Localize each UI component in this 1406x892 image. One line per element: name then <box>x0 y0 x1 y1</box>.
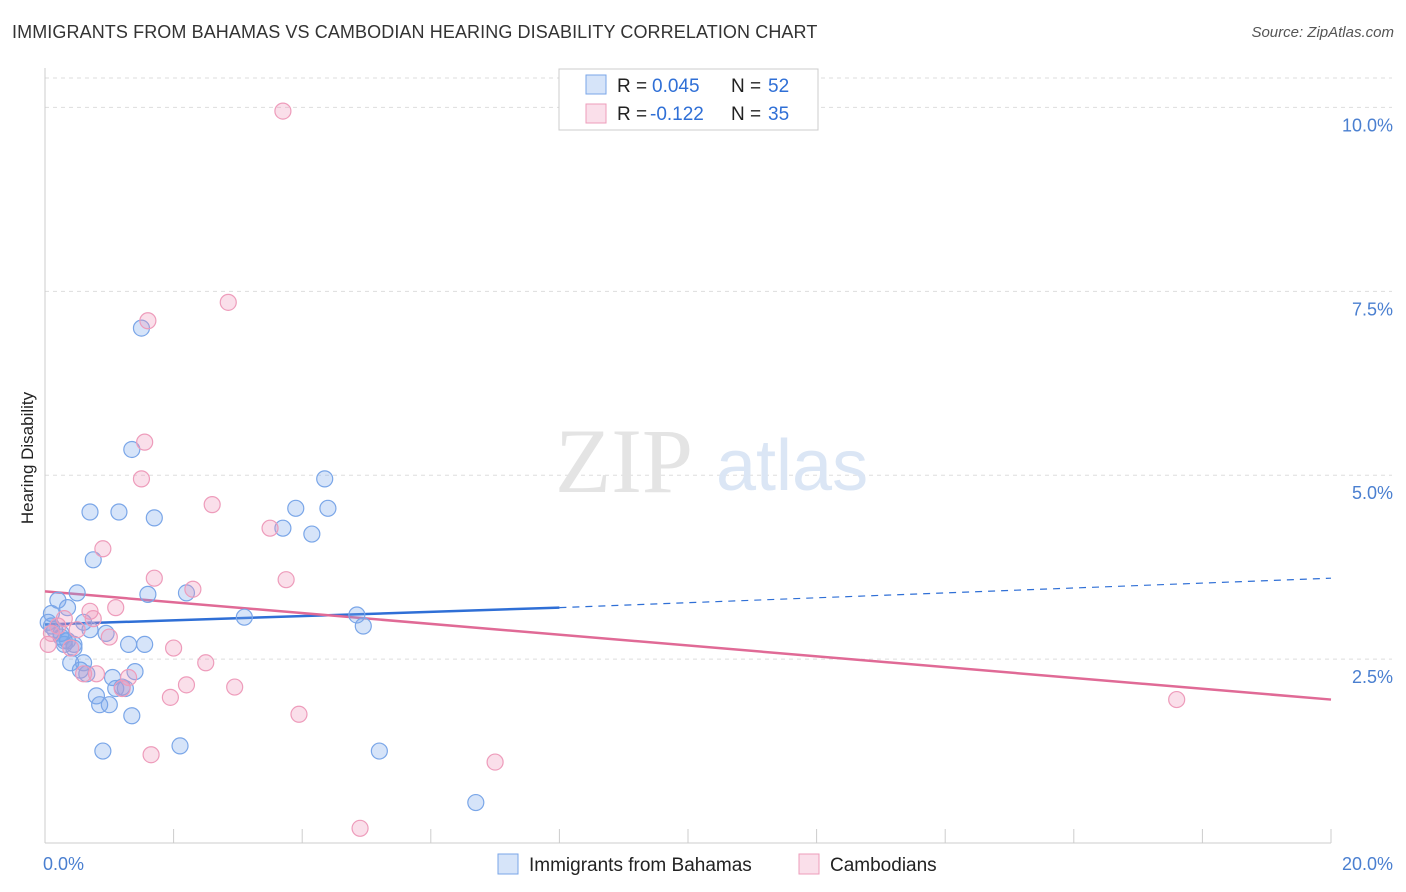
point-pink-22 <box>177 676 196 694</box>
point-blue-46 <box>370 742 388 760</box>
point-blue-19 <box>91 696 109 714</box>
point-blue-17 <box>84 551 102 569</box>
watermark-zip: ZIP <box>555 410 693 512</box>
bottom-legend: Immigrants from Bahamas Cambodians <box>497 853 937 876</box>
point-pink-32 <box>351 819 369 837</box>
grid-lines <box>45 77 1392 660</box>
point-pink-9 <box>87 665 106 683</box>
legend-r-value-2: -0.122 <box>650 104 704 125</box>
y-tick-label-0: 2.5% <box>1352 667 1393 687</box>
legend: R = 0.045 N = 52 R = -0.122 N = 35 <box>558 68 819 131</box>
point-blue-10 <box>68 584 86 602</box>
point-pink-34 <box>1168 690 1186 709</box>
legend-n-value-2: 35 <box>768 104 789 125</box>
point-blue-40 <box>287 499 305 517</box>
point-pink-19 <box>145 569 163 587</box>
legend-box <box>558 68 819 131</box>
point-blue-41 <box>303 525 321 543</box>
point-blue-39 <box>274 519 292 537</box>
axes <box>44 68 1332 844</box>
point-blue-15 <box>81 503 99 521</box>
point-pink-24 <box>197 654 215 672</box>
point-pink-16 <box>136 433 154 451</box>
point-blue-29 <box>123 440 141 459</box>
point-pink-11 <box>100 628 118 646</box>
point-blue-20 <box>94 742 112 760</box>
point-blue-30 <box>123 707 141 725</box>
y-tick-label-3: 10.0% <box>1342 115 1393 135</box>
point-pink-33 <box>486 753 504 771</box>
bottom-legend-label-blue: Immigrants from Bahamas <box>529 855 752 876</box>
legend-n-value-1: 52 <box>768 76 789 97</box>
point-pink-12 <box>107 599 125 617</box>
point-blue-47 <box>467 793 485 812</box>
point-pink-30 <box>277 571 295 589</box>
point-pink-4 <box>62 639 80 657</box>
trend-line-blue <box>44 606 560 626</box>
legend-n-label-2: N = <box>731 104 761 125</box>
point-blue-34 <box>139 585 157 603</box>
legend-r-label-1: R = <box>617 76 647 97</box>
point-pink-23 <box>184 580 202 598</box>
point-pink-8 <box>84 610 102 628</box>
point-blue-42 <box>316 470 334 488</box>
point-blue-38 <box>235 608 253 626</box>
point-pink-18 <box>142 746 160 764</box>
point-pink-15 <box>132 470 151 488</box>
bottom-legend-swatch-pink <box>798 853 820 875</box>
bottom-legend-swatch-blue <box>497 853 519 875</box>
point-pink-14 <box>119 668 138 687</box>
trend-line-blue-dashed <box>559 577 1332 609</box>
trend-lines <box>44 577 1332 701</box>
trend-line-pink <box>44 590 1332 701</box>
point-pink-25 <box>203 496 221 514</box>
point-pink-29 <box>274 102 292 120</box>
point-pink-28 <box>261 519 279 537</box>
watermark-atlas: atlas <box>716 426 868 506</box>
point-blue-16 <box>81 621 99 639</box>
point-blue-7 <box>58 599 77 617</box>
point-pink-20 <box>161 688 179 706</box>
point-pink-21 <box>165 639 183 657</box>
point-blue-36 <box>171 737 189 755</box>
chart-title: IMMIGRANTS FROM BAHAMAS VS CAMBODIAN HEA… <box>12 22 818 42</box>
point-blue-45 <box>354 617 372 635</box>
point-blue-28 <box>119 635 138 653</box>
legend-swatch-blue <box>585 74 607 95</box>
source-label: Source: ZipAtlas.com <box>1251 24 1394 41</box>
point-blue-22 <box>100 696 118 714</box>
legend-n-label-1: N = <box>731 76 761 97</box>
y-axis-label: Hearing Disability <box>18 391 37 524</box>
point-blue-43 <box>319 499 337 517</box>
point-pink-17 <box>139 312 157 330</box>
point-pink-5 <box>68 621 86 639</box>
point-blue-33 <box>136 635 154 653</box>
point-blue-18 <box>87 687 106 705</box>
x-tick-label-max: 20.0% <box>1342 854 1393 874</box>
data-points <box>39 102 1186 837</box>
point-pink-0 <box>39 635 57 653</box>
legend-r-value-1: 0.045 <box>652 76 700 97</box>
x-tick-label-min: 0.0% <box>43 854 84 874</box>
point-blue-25 <box>110 503 128 521</box>
legend-r-label-2: R = <box>617 104 647 125</box>
bottom-legend-label-pink: Cambodians <box>830 855 937 876</box>
point-pink-31 <box>290 705 308 723</box>
point-blue-35 <box>145 509 163 527</box>
legend-swatch-pink <box>585 103 607 124</box>
point-pink-6 <box>74 665 93 683</box>
point-blue-31 <box>126 663 144 681</box>
point-pink-10 <box>94 540 112 558</box>
point-blue-48 <box>39 613 57 631</box>
y-tick-label-2: 7.5% <box>1352 299 1393 319</box>
point-blue-24 <box>107 679 125 698</box>
y-tick-label-1: 5.0% <box>1352 483 1393 503</box>
point-pink-26 <box>219 293 237 311</box>
tick-labels: 2.5% 5.0% 7.5% 10.0% 0.0% 20.0% <box>43 115 1393 874</box>
point-pink-3 <box>55 610 73 628</box>
point-pink-27 <box>226 678 244 696</box>
